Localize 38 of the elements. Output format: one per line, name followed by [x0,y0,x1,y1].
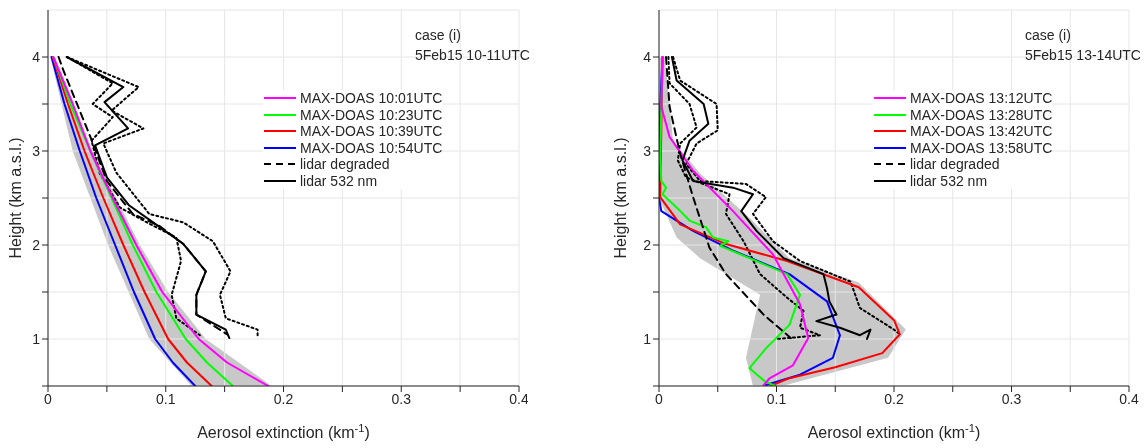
y-tick-label: 1 [643,330,652,347]
x-tick-label: 0.4 [1119,390,1139,407]
x-tick-label: 0.1 [766,390,787,407]
y-tick-label: 4 [643,48,652,65]
legend-label: lidar degraded [910,156,1000,173]
x-tick-label: 0.3 [1001,390,1022,407]
x-axis-title: Aerosol extinction (km$^{-1}$) [807,422,981,441]
legend-label: lidar 532 nm [910,172,988,189]
y-axis-title: Height (km a.s.l.) [612,137,629,259]
y-tick-label: 1 [32,330,41,347]
y-tick-label: 3 [643,142,652,159]
legend-label: MAX-DOAS 13:58UTC [910,139,1053,156]
y-tick-label: 3 [32,142,41,159]
x-axis-title: Aerosol extinction (km$^{-1}$) [197,422,370,441]
x-tick-label: 0.2 [884,390,904,407]
x-tick-label: 0.2 [273,390,294,407]
y-axis-title: Height (km a.s.l.) [7,137,24,259]
y-tick-label: 4 [32,48,41,65]
text: case (i) [415,26,462,45]
text: case (i) [1025,26,1072,45]
x-tick-label: 0.1 [156,390,176,407]
legend-label: MAX-DOAS 13:12UTC [910,90,1053,107]
legend-label: MAX-DOAS 10:39UTC [300,123,443,140]
legend-label: MAX-DOAS 10:54UTC [300,139,443,156]
legend-label: MAX-DOAS 13:42UTC [910,123,1053,140]
legend-label: lidar degraded [300,156,390,173]
text: 5Feb15 13-14UTC [1025,46,1141,65]
x-tick-label: 0 [44,390,53,407]
y-tick-label: 2 [643,236,652,253]
legend-label: MAX-DOAS 10:23UTC [300,106,443,123]
x-tick-label: 0.3 [391,390,412,407]
x-tick-label: 0 [655,390,664,407]
text: 5Feb15 10-11UTC [415,46,530,65]
legend-label: MAX-DOAS 13:28UTC [910,106,1053,123]
legend-label: lidar 532 nm [300,172,378,189]
y-tick-label: 2 [32,236,41,253]
legend-label: MAX-DOAS 10:01UTC [300,90,443,107]
x-tick-label: 0.4 [509,390,529,407]
